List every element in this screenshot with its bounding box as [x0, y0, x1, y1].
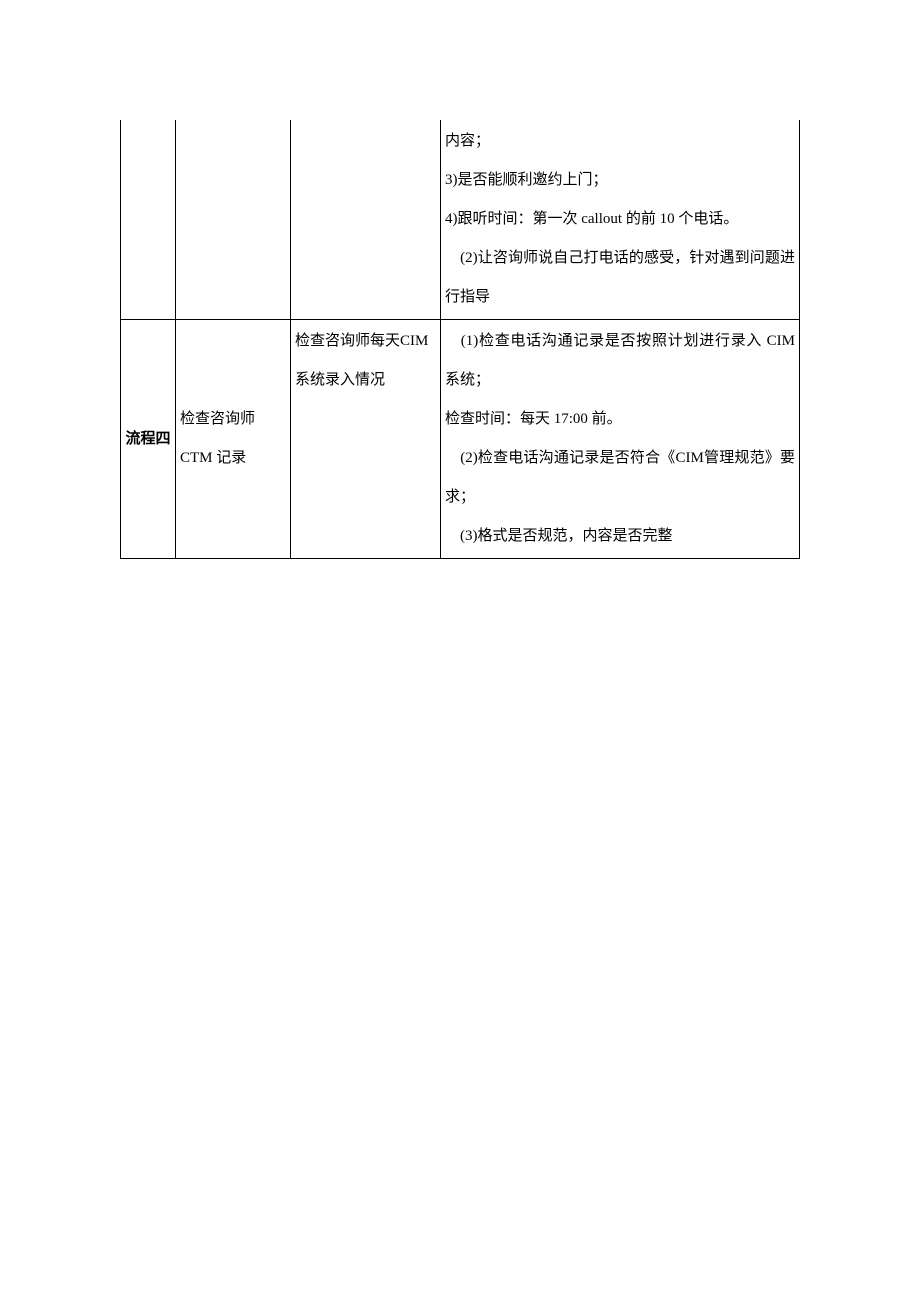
detail-line: 内容； [445, 122, 795, 161]
step-detail-cell: 内容； 3)是否能顺利邀约上门； 4)跟听时间：第一次 callout 的前 1… [441, 120, 800, 320]
step-number-cell: 流程四 [121, 320, 176, 559]
detail-line: 4)跟听时间：第一次 callout 的前 10 个电话。 [445, 200, 795, 239]
step-detail-cell: (1)检查电话沟通记录是否按照计划进行录入 CIM 系统； 检查时间：每天 17… [441, 320, 800, 559]
detail-line: (3)格式是否规范，内容是否完整 [445, 517, 795, 556]
step-number-cell [121, 120, 176, 320]
step-subtitle: 检查咨询师每天CIM 系统录入情况 [295, 333, 428, 388]
detail-line: 检查时间：每天 17:00 前。 [445, 400, 795, 439]
step-title: 检查咨询师CTM 记录 [180, 411, 255, 466]
detail-line: (1)检查电话沟通记录是否按照计划进行录入 CIM 系统； [445, 322, 795, 400]
detail-line: 3)是否能顺利邀约上门； [445, 161, 795, 200]
process-table: 内容； 3)是否能顺利邀约上门； 4)跟听时间：第一次 callout 的前 1… [120, 120, 800, 559]
step-number: 流程四 [125, 431, 170, 447]
step-title-cell: 检查咨询师CTM 记录 [176, 320, 291, 559]
table-row: 流程四 检查咨询师CTM 记录 检查咨询师每天CIM 系统录入情况 (1)检查电… [121, 320, 800, 559]
table-row: 内容； 3)是否能顺利邀约上门； 4)跟听时间：第一次 callout 的前 1… [121, 120, 800, 320]
step-subtitle-cell [291, 120, 441, 320]
detail-line: (2)让咨询师说自己打电话的感受，针对遇到问题进行指导 [445, 239, 795, 317]
step-subtitle-cell: 检查咨询师每天CIM 系统录入情况 [291, 320, 441, 559]
step-title-cell [176, 120, 291, 320]
detail-line: (2)检查电话沟通记录是否符合《CIM管理规范》要求； [445, 439, 795, 517]
